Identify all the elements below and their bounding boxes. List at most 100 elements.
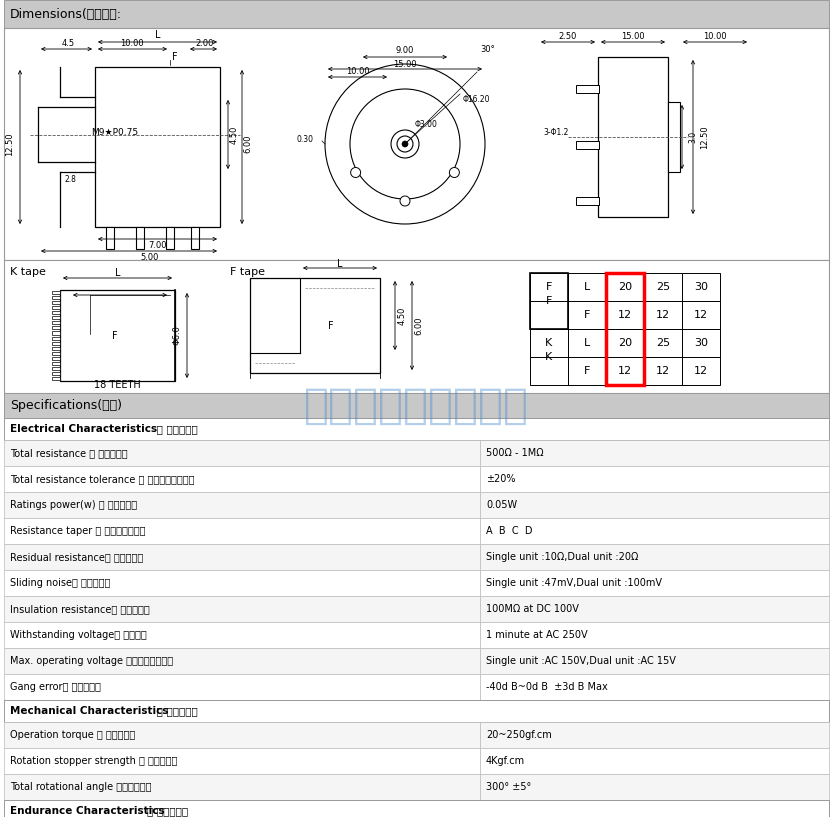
Bar: [480, 544, 829, 570]
Text: 25: 25: [656, 338, 670, 348]
Text: 4.50: 4.50: [230, 126, 238, 144]
Bar: [4, 596, 480, 622]
Bar: [682, 329, 720, 357]
Text: 12: 12: [694, 310, 708, 320]
Text: L: L: [584, 282, 590, 292]
Text: L: L: [337, 259, 342, 269]
Text: 12.50: 12.50: [6, 132, 14, 156]
Bar: [644, 329, 682, 357]
Text: 30°: 30°: [480, 44, 495, 53]
Text: 4.5: 4.5: [62, 38, 75, 47]
Bar: [95, 67, 220, 227]
Bar: [52, 311, 60, 315]
Bar: [530, 329, 568, 385]
Text: 30: 30: [694, 338, 708, 348]
Text: Insulation resistance［ 絕縣阻抗］: Insulation resistance［ 絕縣阻抗］: [10, 604, 150, 614]
Bar: [644, 301, 682, 329]
Text: Sliding noise［ 滑動雜音］: Sliding noise［ 滑動雜音］: [10, 578, 111, 588]
Bar: [4, 544, 480, 570]
Text: Total resistance tolerance ［ 全阻抗値容許差］: Total resistance tolerance ［ 全阻抗値容許差］: [10, 474, 194, 484]
Text: 0.30: 0.30: [297, 135, 313, 144]
Circle shape: [351, 167, 361, 177]
Bar: [606, 329, 644, 357]
Text: 0.05W: 0.05W: [486, 500, 517, 510]
Text: 7.00: 7.00: [148, 240, 167, 249]
Bar: [480, 466, 829, 492]
Bar: [4, 700, 829, 722]
Text: ±20%: ±20%: [486, 474, 516, 484]
Text: 500Ω - 1MΩ: 500Ω - 1MΩ: [486, 448, 544, 458]
Text: Endurance Characteristics: Endurance Characteristics: [10, 806, 165, 816]
Text: 5.00: 5.00: [141, 252, 159, 261]
Text: Total resistance ［ 全阻抗値］: Total resistance ［ 全阻抗値］: [10, 448, 127, 458]
Bar: [52, 372, 60, 375]
Text: 12: 12: [618, 310, 632, 320]
Text: 100MΩ at DC 100V: 100MΩ at DC 100V: [486, 604, 579, 614]
Circle shape: [325, 64, 485, 224]
Bar: [480, 492, 829, 518]
Bar: [530, 329, 568, 357]
Text: F: F: [172, 52, 177, 62]
Text: 2.8: 2.8: [64, 175, 76, 184]
Text: 12: 12: [656, 310, 670, 320]
Bar: [4, 492, 480, 518]
Text: 20: 20: [618, 338, 632, 348]
Bar: [576, 141, 599, 149]
Text: 12: 12: [618, 366, 632, 376]
Text: Resistance taper ［ 阻抗變化特性］: Resistance taper ［ 阻抗變化特性］: [10, 526, 146, 536]
Text: L: L: [115, 268, 120, 278]
Bar: [568, 357, 606, 385]
Bar: [576, 197, 599, 205]
Text: Withstanding voltage［ 耐電壓］: Withstanding voltage［ 耐電壓］: [10, 630, 147, 640]
Text: 广州市永兴科技电子: 广州市永兴科技电子: [304, 385, 529, 426]
Text: 10.00: 10.00: [120, 38, 144, 47]
Text: 20~250gf.cm: 20~250gf.cm: [486, 730, 551, 740]
Bar: [4, 800, 829, 817]
Text: -40d B~0d B  ±3d B Max: -40d B~0d B ±3d B Max: [486, 682, 608, 692]
Bar: [52, 291, 60, 294]
Bar: [598, 57, 668, 217]
Bar: [480, 648, 829, 674]
Bar: [52, 321, 60, 324]
Text: 25: 25: [656, 282, 670, 292]
Bar: [568, 301, 606, 329]
Text: 3-Φ1.2: 3-Φ1.2: [543, 127, 568, 136]
Bar: [4, 518, 480, 544]
Text: Φ6.0: Φ6.0: [172, 325, 182, 346]
Bar: [4, 0, 829, 28]
Bar: [576, 85, 599, 93]
Text: 9.00: 9.00: [396, 46, 414, 55]
Text: Total rotational angle ［回轉角度］: Total rotational angle ［回轉角度］: [10, 782, 152, 792]
Text: L: L: [584, 338, 590, 348]
Text: 15.00: 15.00: [621, 32, 645, 41]
Bar: [52, 306, 60, 309]
Text: Φ3.00: Φ3.00: [415, 119, 438, 128]
Circle shape: [391, 130, 419, 158]
Bar: [480, 596, 829, 622]
Bar: [4, 722, 480, 748]
Bar: [668, 102, 680, 172]
Bar: [480, 674, 829, 700]
Bar: [166, 227, 174, 249]
Bar: [480, 622, 829, 648]
Bar: [52, 357, 60, 359]
Bar: [250, 278, 380, 373]
Text: Gang error［ 連動誤差］: Gang error［ 連動誤差］: [10, 682, 101, 692]
Bar: [606, 357, 644, 385]
Bar: [4, 570, 480, 596]
Circle shape: [400, 196, 410, 206]
Bar: [4, 440, 480, 466]
Text: 2.50: 2.50: [559, 32, 577, 41]
Text: Single unit :AC 150V,Dual unit :AC 15V: Single unit :AC 150V,Dual unit :AC 15V: [486, 656, 676, 666]
Bar: [480, 570, 829, 596]
Text: ［ 耐久性能］: ［ 耐久性能］: [147, 806, 188, 816]
Text: L: L: [155, 30, 160, 40]
Text: 12: 12: [694, 366, 708, 376]
Bar: [52, 362, 60, 365]
Bar: [4, 674, 480, 700]
Bar: [606, 273, 644, 385]
Text: M9★P0.75: M9★P0.75: [92, 127, 138, 136]
Bar: [682, 273, 720, 301]
Text: A  B  C  D: A B C D: [486, 526, 532, 536]
Text: Ratings power(w) ［ 額定功率］: Ratings power(w) ［ 額定功率］: [10, 500, 137, 510]
